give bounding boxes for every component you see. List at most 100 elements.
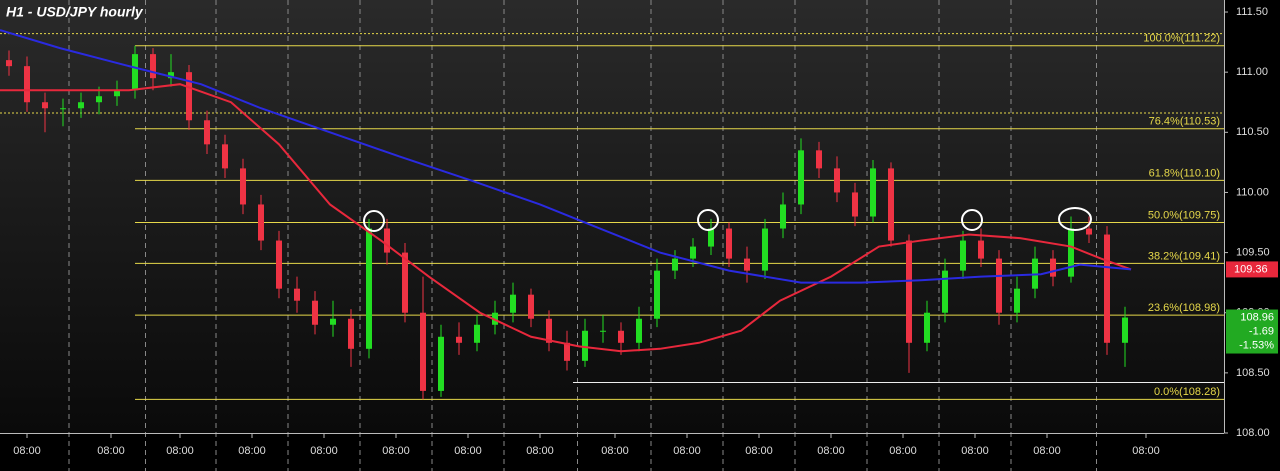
price-label: 109.36 xyxy=(1234,263,1268,275)
y-tick-label: 111.50 xyxy=(1236,6,1268,18)
candle-body xyxy=(546,318,552,343)
x-tick-label: 08:00 xyxy=(238,445,266,457)
candle-body xyxy=(294,288,300,301)
candle-body xyxy=(690,246,696,259)
candle-body xyxy=(870,168,876,217)
candle-body xyxy=(204,120,210,145)
candle-body xyxy=(636,318,642,343)
x-tick-label: 08:00 xyxy=(1033,445,1061,457)
candle-body xyxy=(96,96,102,103)
candle-body xyxy=(312,300,318,325)
x-tick-label: 08:00 xyxy=(817,445,845,457)
moving-average xyxy=(0,83,1132,353)
candle-body xyxy=(510,294,516,313)
x-tick-label: 08:00 xyxy=(1132,445,1160,457)
candle-body xyxy=(42,102,48,109)
candle-body xyxy=(330,318,336,325)
x-tick-label: 08:00 xyxy=(526,445,554,457)
candle-body xyxy=(168,72,174,79)
candle-body xyxy=(744,258,750,271)
candle-body xyxy=(672,258,678,271)
candle-body xyxy=(1068,228,1074,277)
candle-body xyxy=(996,258,1002,313)
candle-body xyxy=(402,252,408,313)
candle-body xyxy=(762,228,768,271)
chart-title: H1 - USD/JPY hourly xyxy=(6,4,144,20)
price-label: -1.53% xyxy=(1239,339,1274,351)
candle-body xyxy=(1122,317,1128,343)
candle-body xyxy=(1104,234,1110,343)
candle-body xyxy=(78,102,84,109)
candle-body xyxy=(600,330,606,332)
price-label: -1.69 xyxy=(1249,325,1274,337)
candle-body xyxy=(1050,258,1056,277)
candle-body xyxy=(438,336,444,391)
candle-body xyxy=(474,324,480,343)
candle-body xyxy=(888,168,894,241)
candle-body xyxy=(942,270,948,313)
x-tick-label: 08:00 xyxy=(382,445,410,457)
x-tick-label: 08:00 xyxy=(97,445,125,457)
y-tick-label: 108.00 xyxy=(1236,427,1270,439)
candle-body xyxy=(1086,228,1092,235)
candle-body xyxy=(348,318,354,349)
fib-label: 76.4%(110.53) xyxy=(1149,116,1220,128)
moving-average xyxy=(0,29,1132,284)
x-tick-label: 08:00 xyxy=(166,445,194,457)
y-tick-label: 110.50 xyxy=(1236,126,1269,138)
x-tick-label: 08:00 xyxy=(310,445,338,457)
plot-background xyxy=(0,0,1224,433)
price-label: 108.96 xyxy=(1240,311,1274,323)
candle-body xyxy=(240,168,246,205)
fib-label: 38.2%(109.41) xyxy=(1148,250,1220,262)
candle-body xyxy=(456,336,462,343)
candle-body xyxy=(258,204,264,241)
fib-label: 0.0%(108.28) xyxy=(1154,386,1220,398)
candle-body xyxy=(798,150,804,205)
candle-body xyxy=(186,72,192,121)
candle-body xyxy=(618,330,624,343)
candle-body xyxy=(924,312,930,343)
fib-label: 100.0%(111.22) xyxy=(1143,33,1220,45)
candle-body xyxy=(978,240,984,259)
candle-body xyxy=(708,228,714,247)
candle-body xyxy=(366,228,372,349)
candle-body xyxy=(726,228,732,259)
candle-body xyxy=(906,240,912,343)
x-tick-label: 08:00 xyxy=(601,445,629,457)
candle-body xyxy=(150,54,156,79)
x-tick-label: 08:00 xyxy=(745,445,773,457)
candle-body xyxy=(1014,288,1020,313)
candle-body xyxy=(384,228,390,253)
candle-body xyxy=(816,150,822,169)
fib-label: 23.6%(108.98) xyxy=(1148,302,1220,314)
plot-layer: 100.0%(111.22) 76.4%(110.53) 61.8%(110.10)… xyxy=(0,0,1224,471)
candle-body xyxy=(24,66,30,103)
x-tick-label: 08:00 xyxy=(961,445,989,457)
fib-label: 61.8%(110.10) xyxy=(1149,167,1220,179)
candle-body xyxy=(582,330,588,361)
y-tick-label: 110.00 xyxy=(1236,186,1269,198)
candle-body xyxy=(132,54,138,91)
candle-body xyxy=(780,204,786,229)
x-tick-label: 08:00 xyxy=(454,445,482,457)
candle-body xyxy=(60,108,66,110)
price-box xyxy=(1226,261,1278,278)
candle-body xyxy=(6,60,12,67)
candle-body xyxy=(114,90,120,97)
highlight-circle xyxy=(697,209,719,231)
candle-body xyxy=(654,270,660,319)
highlight-circle xyxy=(363,210,385,232)
candle-body xyxy=(528,294,534,319)
candle-body xyxy=(960,240,966,271)
candle-body xyxy=(222,144,228,169)
x-tick-label: 08:00 xyxy=(13,445,41,457)
candle-body xyxy=(276,240,282,289)
price-box xyxy=(1226,309,1278,354)
highlight-circle xyxy=(1058,207,1092,231)
fib-label: 50.0%(109.75) xyxy=(1148,209,1220,221)
y-tick-label: 111.00 xyxy=(1236,66,1268,78)
candle-body xyxy=(852,192,858,217)
y-tick-label: 109.50 xyxy=(1236,246,1270,258)
